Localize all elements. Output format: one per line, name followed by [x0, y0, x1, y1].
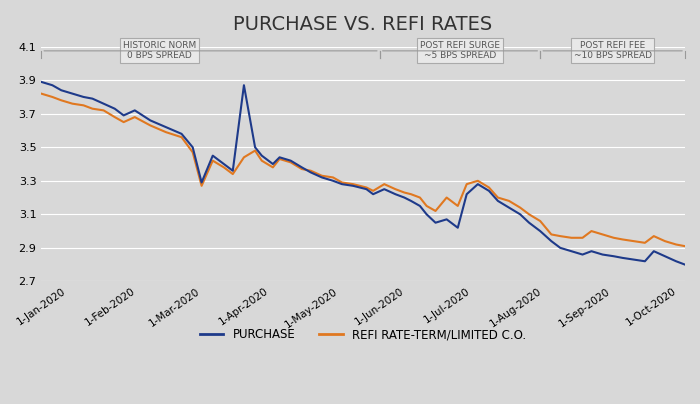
- Text: POST REFI SURGE
~5 BPS SPREAD: POST REFI SURGE ~5 BPS SPREAD: [420, 41, 500, 60]
- Text: HISTORIC NORM
0 BPS SPREAD: HISTORIC NORM 0 BPS SPREAD: [123, 41, 196, 60]
- Text: POST REFI FEE
~10 BPS SPREAD: POST REFI FEE ~10 BPS SPREAD: [573, 41, 652, 60]
- Title: PURCHASE VS. REFI RATES: PURCHASE VS. REFI RATES: [234, 15, 493, 34]
- Legend: PURCHASE, REFI RATE-TERM/LIMITED C.O.: PURCHASE, REFI RATE-TERM/LIMITED C.O.: [195, 324, 531, 346]
